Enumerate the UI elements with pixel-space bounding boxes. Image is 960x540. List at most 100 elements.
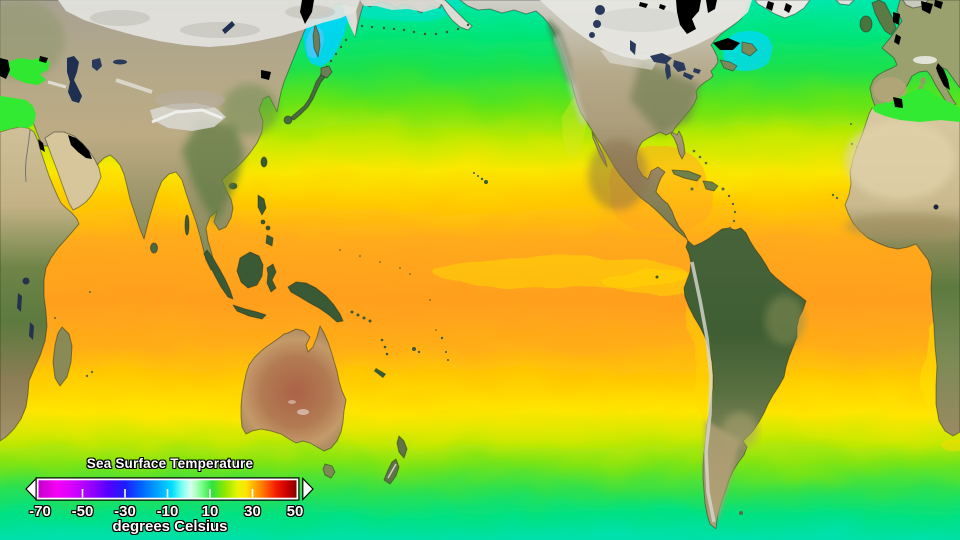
african-rift-lakes xyxy=(17,204,939,340)
southern-alps-ridge xyxy=(387,463,397,479)
brazil-highlands-tint xyxy=(765,295,805,345)
falkland-islands xyxy=(739,511,743,515)
continent-africa-east xyxy=(0,126,80,442)
gulf-st-lawrence-patch xyxy=(713,38,740,50)
canada-snow xyxy=(540,0,752,60)
lake-tanganyika xyxy=(17,293,22,312)
black-sea xyxy=(6,57,50,85)
sahara-bright-tint xyxy=(845,120,955,200)
bohai-sea-patch xyxy=(261,70,271,80)
madagascar-island xyxy=(52,326,73,387)
no-data-sea-patches xyxy=(0,0,950,159)
north-sea-patch xyxy=(893,12,900,25)
tibet-grey xyxy=(155,90,225,110)
himalaya-ridge xyxy=(151,108,223,124)
hudson-bay-patch xyxy=(676,0,701,34)
alps-snow xyxy=(913,56,937,64)
lesser-antilles xyxy=(727,194,731,198)
nova-scotia xyxy=(719,59,738,72)
gulf-of-suez-patch xyxy=(38,139,45,152)
java-island xyxy=(232,304,267,320)
new-caledonia-island xyxy=(374,368,386,378)
madeira-island xyxy=(850,123,852,125)
azov-patch xyxy=(39,56,48,63)
sulawesi-island xyxy=(266,263,277,293)
visayas-dot2 xyxy=(265,225,271,231)
canadian-lakes xyxy=(589,5,636,55)
galapagos-islands xyxy=(655,275,659,279)
taiwan-island xyxy=(260,156,268,168)
mindanao-island xyxy=(265,234,274,247)
visayas-dot xyxy=(260,219,266,225)
okhotsk-ice-patch xyxy=(300,0,314,24)
andes-ridge xyxy=(690,261,716,523)
lake-baikal xyxy=(222,21,235,34)
great-lakes xyxy=(650,53,701,80)
balearic-patch xyxy=(893,97,903,108)
east-china-green-tint xyxy=(222,84,278,136)
newfoundland-island xyxy=(741,41,758,57)
fiji-islands xyxy=(412,347,416,351)
japan-archipelago xyxy=(283,23,333,125)
mexico-brown-tint xyxy=(588,140,648,210)
chukotka-snow xyxy=(360,0,444,12)
kyushu-island xyxy=(283,115,293,125)
greenland-fjord-patch xyxy=(766,1,774,11)
tasmania-island xyxy=(322,463,336,479)
luzon-island xyxy=(257,194,267,216)
corsica-island xyxy=(920,77,926,85)
snow-and-mountains xyxy=(47,0,937,523)
humboldt-current-cool xyxy=(686,300,710,430)
tien-shan-ridge xyxy=(115,78,153,94)
iberia-tint xyxy=(873,77,907,103)
adriatic-sea-patch xyxy=(936,63,950,90)
rockies-ridge xyxy=(552,34,588,126)
ireland-island xyxy=(859,15,873,33)
mediterranean-sea-west xyxy=(872,88,960,122)
sumatra-island xyxy=(203,249,234,300)
continent-australia xyxy=(240,325,347,452)
hispaniola-island xyxy=(702,180,719,192)
australia-salt-flats xyxy=(297,409,309,415)
lake-malawi xyxy=(29,322,34,340)
sakhalin-island xyxy=(312,23,321,58)
sri-lanka-island xyxy=(150,242,158,254)
bahamas xyxy=(692,149,696,153)
sahel-brown-tint xyxy=(845,214,960,238)
puerto-rico-island xyxy=(721,187,725,191)
caspian-sea xyxy=(67,56,82,103)
jamaica-island xyxy=(690,187,694,191)
nile-river xyxy=(25,129,31,183)
lake-victoria xyxy=(22,277,30,285)
cape-verde-islands xyxy=(831,193,835,197)
hawaii-islands xyxy=(473,172,475,174)
borneo-island xyxy=(236,251,264,289)
new-guinea-island xyxy=(287,281,344,323)
aral-sea xyxy=(92,58,102,71)
lake-chad xyxy=(933,204,939,210)
kamchatka-snow xyxy=(342,4,357,37)
comoros xyxy=(54,317,56,319)
cuba-island xyxy=(671,169,702,182)
caucasus-ridge xyxy=(47,80,67,89)
atlantic-islands xyxy=(54,123,858,515)
hokkaido-island xyxy=(320,65,333,79)
great-britain-island xyxy=(871,0,897,36)
new-zealand-north-island xyxy=(396,435,408,459)
solomon-islands xyxy=(350,310,354,314)
lake-balkhash xyxy=(113,59,127,65)
baltic-sea-patch xyxy=(921,1,933,14)
mediterranean-sea-east xyxy=(0,96,36,131)
iceland-sliver xyxy=(835,0,855,6)
land-region-tints xyxy=(0,0,960,520)
mauritius-island xyxy=(90,370,94,374)
vanuatu-islands xyxy=(380,338,384,342)
southeast-asia-green-tint xyxy=(182,118,244,224)
agulhas-warm-patch xyxy=(940,438,960,454)
pacific-islands xyxy=(329,23,659,378)
marmara-patch xyxy=(0,58,10,79)
inland-seas-and-lakes xyxy=(0,5,960,340)
